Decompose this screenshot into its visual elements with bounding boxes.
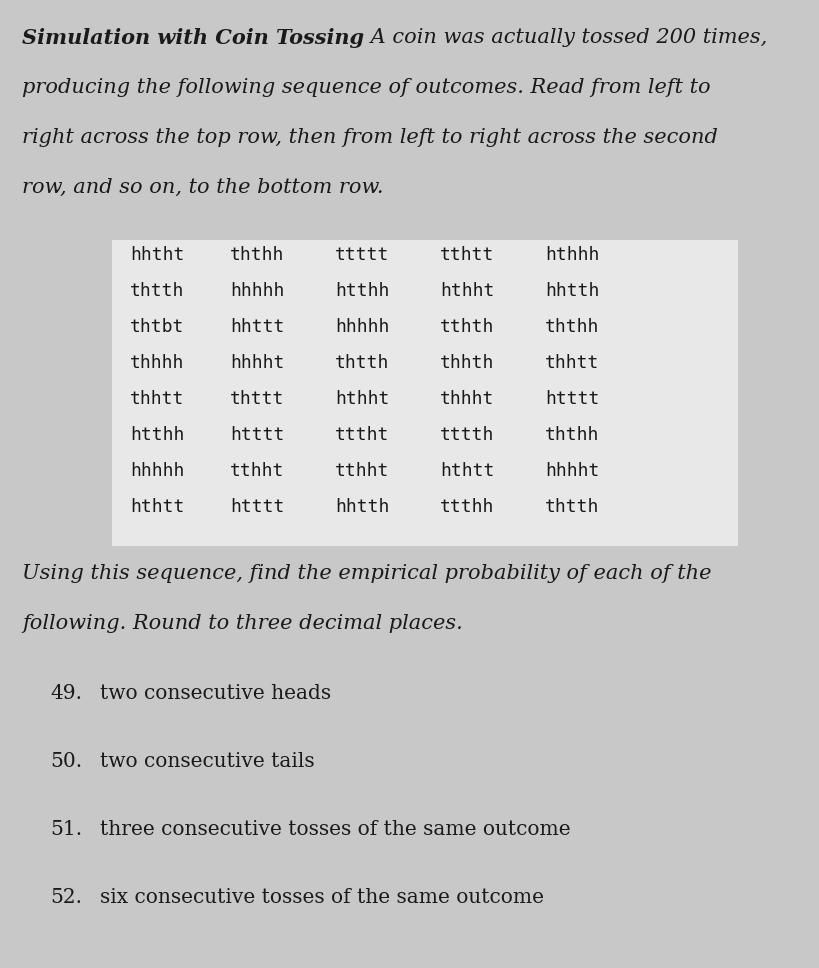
Text: thttt: thttt — [229, 390, 284, 408]
Text: ththh: ththh — [545, 426, 599, 444]
Text: thhht: thhht — [440, 390, 494, 408]
Text: right across the top row, then from left to right across the second: right across the top row, then from left… — [22, 128, 717, 147]
Text: tttht: tttht — [335, 426, 389, 444]
Text: hhtth: hhtth — [335, 498, 389, 516]
Text: ttthh: ttthh — [440, 498, 494, 516]
Text: htttt: htttt — [229, 498, 284, 516]
Text: htttt: htttt — [229, 426, 284, 444]
Text: producing the following sequence of outcomes. Read from left to: producing the following sequence of outc… — [22, 78, 710, 97]
Text: hhhhh: hhhhh — [335, 318, 389, 336]
Text: hthhh: hthhh — [545, 246, 599, 264]
Text: thhtt: thhtt — [545, 354, 599, 372]
Text: hhhht: hhhht — [545, 462, 599, 480]
Text: Using this sequence, find the empirical probability of each of the: Using this sequence, find the empirical … — [22, 564, 711, 583]
Text: htttt: htttt — [545, 390, 599, 408]
Text: htthh: htthh — [335, 282, 389, 300]
Text: ththh: ththh — [229, 246, 284, 264]
Text: ththh: ththh — [545, 318, 599, 336]
Text: six consecutive tosses of the same outcome: six consecutive tosses of the same outco… — [100, 888, 543, 907]
Text: hthtt: hthtt — [130, 498, 184, 516]
Text: tthht: tthht — [229, 462, 284, 480]
Text: thhth: thhth — [440, 354, 494, 372]
Text: tthtt: tthtt — [440, 246, 494, 264]
Text: 49.: 49. — [50, 684, 82, 703]
FancyBboxPatch shape — [112, 240, 737, 546]
Text: hhttt: hhttt — [229, 318, 284, 336]
Text: three consecutive tosses of the same outcome: three consecutive tosses of the same out… — [100, 820, 570, 839]
Text: two consecutive heads: two consecutive heads — [100, 684, 331, 703]
Text: thhtt: thhtt — [130, 390, 184, 408]
Text: 51.: 51. — [50, 820, 82, 839]
Text: 50.: 50. — [50, 752, 82, 771]
Text: thtbt: thtbt — [130, 318, 184, 336]
Text: tthht: tthht — [335, 462, 389, 480]
Text: htthh: htthh — [130, 426, 184, 444]
Text: ttttt: ttttt — [335, 246, 389, 264]
Text: thtth: thtth — [545, 498, 599, 516]
Text: two consecutive tails: two consecutive tails — [100, 752, 314, 771]
Text: A coin was actually tossed 200 times,: A coin was actually tossed 200 times, — [364, 28, 767, 47]
Text: hthht: hthht — [335, 390, 389, 408]
Text: hhhhh: hhhhh — [229, 282, 284, 300]
Text: thhhh: thhhh — [130, 354, 184, 372]
Text: tttth: tttth — [440, 426, 494, 444]
Text: row, and so on, to the bottom row.: row, and so on, to the bottom row. — [22, 178, 383, 197]
Text: thtth: thtth — [130, 282, 184, 300]
Text: hhtht: hhtht — [130, 246, 184, 264]
Text: tthth: tthth — [440, 318, 494, 336]
Text: hhhht: hhhht — [229, 354, 284, 372]
Text: 52.: 52. — [50, 888, 82, 907]
Text: hthtt: hthtt — [440, 462, 494, 480]
Text: Simulation with Coin Tossing: Simulation with Coin Tossing — [22, 28, 364, 48]
Text: following. Round to three decimal places.: following. Round to three decimal places… — [22, 614, 462, 633]
Text: thtth: thtth — [335, 354, 389, 372]
Text: hthht: hthht — [440, 282, 494, 300]
Text: hhtth: hhtth — [545, 282, 599, 300]
Text: hhhhh: hhhhh — [130, 462, 184, 480]
